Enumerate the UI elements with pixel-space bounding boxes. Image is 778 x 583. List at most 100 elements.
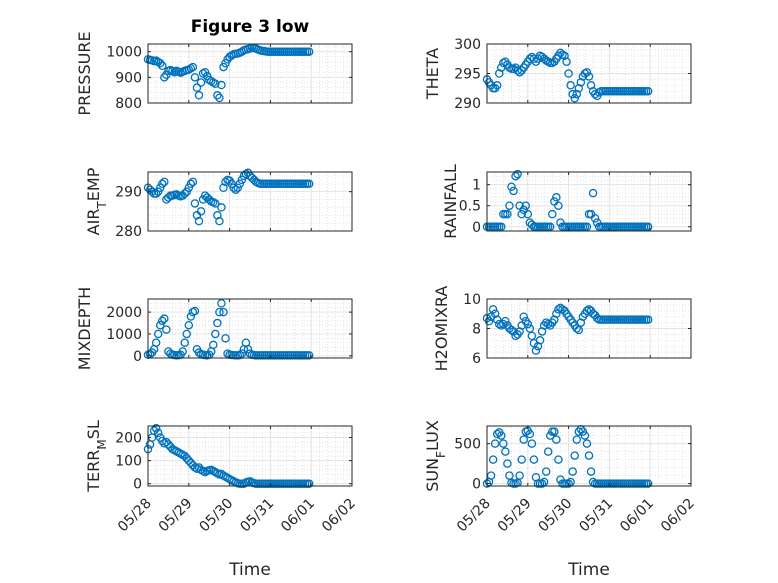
data-point: [196, 207, 206, 216]
y-tick-label: 295: [454, 67, 481, 83]
data-point: [564, 479, 573, 488]
y-tick-label: 200: [115, 431, 142, 447]
y-axis-label: TERRMSL: [84, 420, 109, 493]
data-point: [219, 183, 228, 192]
data-point: [566, 81, 575, 90]
data-point: [180, 338, 189, 347]
data-point: [231, 185, 240, 194]
data-point: [574, 325, 584, 335]
data-point: [213, 211, 222, 220]
data-point: [550, 315, 559, 324]
data-point: [153, 428, 163, 438]
data-point: [196, 78, 206, 87]
data-point: [515, 327, 524, 336]
data-point: [531, 346, 541, 355]
data-point: [552, 435, 561, 444]
y-tick-label: 290: [115, 185, 142, 201]
data-point: [492, 81, 502, 90]
x-tick-label: 06/02: [319, 496, 359, 536]
data-point: [503, 459, 512, 468]
data-point: [535, 336, 545, 345]
data-point: [194, 216, 204, 226]
data-point: [572, 324, 582, 333]
data-point: [564, 69, 573, 78]
data-point: [158, 436, 167, 446]
data-point: [158, 316, 167, 326]
data-point: [507, 182, 516, 191]
data-point: [584, 72, 594, 81]
data-point: [548, 209, 557, 219]
data-point: [492, 429, 502, 439]
data-point: [158, 61, 167, 71]
data-point: [155, 58, 165, 68]
data-point: [586, 467, 596, 476]
x-tick-label: 06/01: [617, 496, 657, 536]
y-tick-label: 0: [133, 477, 142, 493]
subplot-3: 280 290 AIRTEMP: [84, 167, 353, 240]
data-point: [590, 214, 600, 223]
data-point: [494, 69, 504, 78]
data-point: [550, 427, 559, 436]
y-axis-label: MIXDEPTH: [75, 287, 94, 370]
data-point: [515, 471, 524, 480]
data-point: [552, 193, 561, 202]
y-tick-label: 1: [472, 178, 481, 194]
data-point: [213, 91, 222, 100]
data-point: [215, 93, 224, 103]
data-point: [162, 325, 171, 334]
y-tick-label: 1000: [106, 327, 142, 343]
y-tick-label: 900: [115, 70, 142, 86]
data-point: [221, 334, 230, 343]
y-tick-label: 8: [472, 322, 481, 338]
data-point: [158, 179, 167, 189]
data-point: [211, 199, 220, 208]
data-point: [505, 201, 514, 210]
x-tick-label: 06/01: [278, 496, 318, 536]
data-point: [576, 318, 586, 327]
data-point: [188, 177, 198, 187]
data-point: [209, 340, 218, 350]
data-point: [492, 315, 502, 324]
data-point: [229, 183, 238, 192]
data-point: [541, 467, 551, 476]
y-axis-label: SUNFLUX: [423, 420, 448, 492]
x-tick-label: 05/31: [237, 496, 277, 536]
data-point: [497, 431, 506, 440]
data-point: [153, 329, 163, 339]
data-point: [217, 80, 226, 90]
data-point: [584, 451, 594, 460]
data-point: [304, 479, 314, 488]
y-tick-label: 0: [133, 349, 142, 365]
data-point: [537, 327, 547, 336]
data-point: [194, 91, 204, 100]
data-point: [582, 68, 592, 77]
y-tick-label: 0.5: [459, 199, 481, 215]
data-point: [570, 451, 579, 460]
x-tick-label: 05/28: [115, 496, 155, 536]
data-point: [568, 467, 577, 476]
subplot-4: 0 0.5 1 RAINFALL: [441, 164, 692, 239]
data-point: [235, 350, 245, 360]
data-point: [582, 439, 592, 448]
data-point: [186, 179, 196, 189]
data-point: [488, 305, 498, 314]
data-point: [170, 67, 179, 77]
y-axis-label: THETA: [423, 48, 442, 100]
y-tick-label: 0: [472, 477, 481, 493]
data-point: [523, 319, 533, 329]
data-point: [586, 81, 596, 90]
y-tick-label: 300: [454, 37, 481, 53]
axes-box: [147, 43, 353, 104]
data-point: [511, 171, 520, 181]
y-tick-label: 800: [115, 96, 142, 112]
axes-box: [147, 171, 353, 232]
data-point: [213, 318, 222, 328]
y-axis-label: PRESSURE: [75, 31, 94, 115]
x-axis-label: Time: [228, 560, 271, 580]
data-point: [554, 201, 563, 210]
x-tick-label: 05/28: [454, 496, 494, 536]
data-point: [190, 73, 200, 82]
data-point: [243, 345, 253, 354]
